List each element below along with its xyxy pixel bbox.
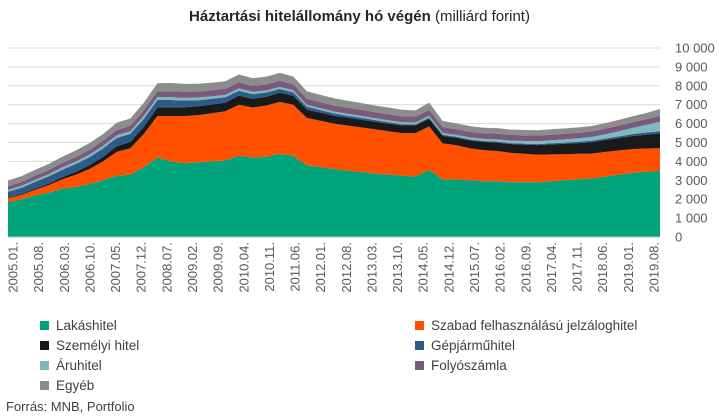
x-tick-label: 2007.05.	[108, 242, 123, 293]
y-tick-label: 3 000	[675, 173, 708, 188]
legend-item: Személyi hitel	[40, 338, 139, 353]
x-tick-label: 2013.10.	[390, 242, 405, 293]
legend-swatch	[415, 341, 424, 350]
legend-item: Szabad felhasználású jelzáloghitel	[415, 318, 637, 333]
x-tick-label: 2016.02.	[493, 242, 508, 293]
legend-swatch	[415, 361, 424, 370]
legend-item: Lakáshitel	[40, 318, 117, 333]
y-tick-label: 4 000	[675, 154, 708, 169]
y-tick-label: 2 000	[675, 192, 708, 207]
x-tick-label: 2016.09.	[518, 242, 533, 293]
y-tick-label: 6 000	[675, 116, 708, 131]
x-tick-label: 2005.01.	[6, 242, 21, 293]
y-tick-label: 5 000	[675, 135, 708, 150]
legend-item: Egyéb	[40, 378, 94, 393]
x-tick-label: 2005.08.	[31, 242, 46, 293]
x-tick-label: 2007.12.	[134, 242, 149, 293]
source-note: Forrás: MNB, Portfolio	[6, 399, 135, 414]
legend-label: Személyi hitel	[56, 338, 140, 353]
series-area-szabad-felhaszn-l-s-jelz-loghitel	[8, 101, 660, 202]
y-tick-label: 1 000	[675, 211, 708, 226]
y-tick-label: 8 000	[675, 78, 708, 93]
legend-swatch	[40, 361, 49, 370]
x-tick-label: 2010.04.	[236, 242, 251, 293]
x-tick-label: 2017.04.	[544, 242, 559, 293]
legend-label: Áruhitel	[56, 358, 102, 373]
series-area-szem-lyi-hitel	[8, 92, 660, 199]
legend-label: Lakáshitel	[56, 318, 117, 333]
chart-title-unit: (milliárd forint)	[434, 8, 530, 25]
x-tick-label: 2010.11.	[262, 242, 277, 292]
y-tick-label: 0	[675, 230, 682, 245]
legend-label: Folyószámla	[431, 358, 507, 373]
x-tick-label: 2008.07.	[159, 242, 174, 293]
x-tick-label: 2019.01.	[621, 242, 636, 293]
chart-title-bold: Háztartási hitelállomány hó végén	[189, 8, 431, 25]
x-tick-label: 2012.01.	[313, 242, 328, 293]
x-tick-label: 2014.12.	[441, 242, 456, 293]
legend-item: Folyószámla	[415, 358, 507, 373]
legend-swatch	[40, 381, 49, 390]
chart-title: Háztartási hitelállomány hó végén (milli…	[0, 8, 719, 25]
legend-label: Gépjárműhitel	[431, 338, 516, 353]
x-tick-label: 2011.06.	[288, 242, 303, 292]
x-tick-label: 2009.09.	[211, 242, 226, 293]
y-tick-label: 9 000	[675, 59, 708, 74]
x-tick-label: 2019.08.	[647, 242, 662, 293]
x-tick-label: 2009.02.	[185, 242, 200, 293]
x-tick-label: 2006.03.	[57, 242, 72, 293]
legend-item: Áruhitel	[40, 358, 102, 373]
x-tick-label: 2013.03.	[365, 242, 380, 293]
x-tick-label: 2017.11.	[570, 242, 585, 292]
legend-item: Gépjárműhitel	[415, 338, 515, 353]
x-tick-label: 2012.08.	[339, 242, 354, 293]
x-tick-label: 2015.07.	[467, 242, 482, 293]
y-tick-label: 10 000	[675, 41, 715, 56]
x-tick-label: 2014.05.	[416, 242, 431, 293]
series-area-lak-shitel	[8, 153, 660, 237]
legend-swatch	[40, 341, 49, 350]
legend-label: Szabad felhasználású jelzáloghitel	[431, 318, 638, 333]
legend-swatch	[415, 321, 424, 330]
y-tick-label: 7 000	[675, 97, 708, 112]
x-tick-label: 2006.10.	[82, 242, 97, 293]
legend-swatch	[40, 321, 49, 330]
x-tick-label: 2018.06.	[595, 242, 610, 293]
legend-label: Egyéb	[56, 378, 95, 393]
